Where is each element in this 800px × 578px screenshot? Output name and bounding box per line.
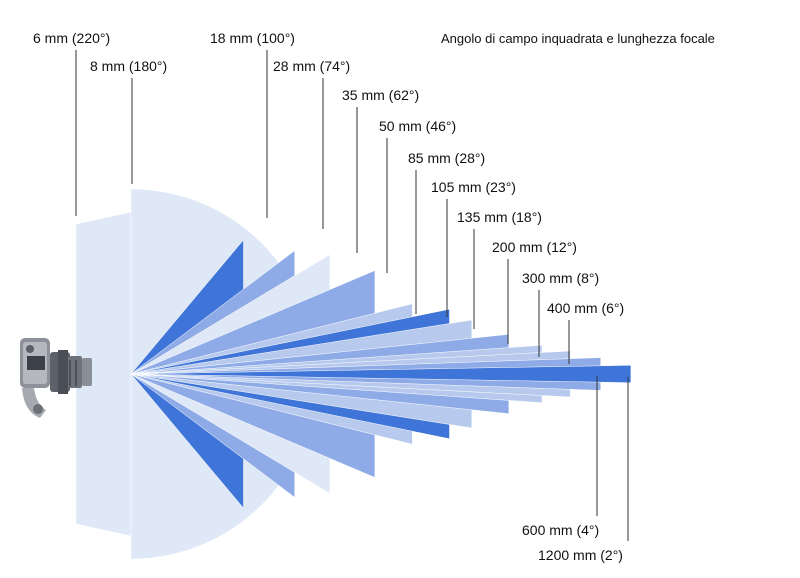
- sector-1200mm: [130, 365, 632, 383]
- lens-label-600mm: 600 mm (4°): [522, 522, 600, 538]
- lens-label-1200mm: 1200 mm (2°): [538, 547, 623, 563]
- lens-label-6mm: 6 mm (220°): [33, 30, 111, 46]
- lens-label-28mm: 28 mm (74°): [273, 58, 351, 74]
- lens-label-135mm: 135 mm (18°): [457, 209, 542, 225]
- lens-label-85mm: 85 mm (28°): [408, 150, 486, 166]
- lens-label-400mm: 400 mm (6°): [547, 300, 625, 316]
- sector-group: [75, 188, 632, 560]
- lens-label-35mm: 35 mm (62°): [342, 87, 420, 103]
- camera-icon: [20, 338, 92, 418]
- lens-label-50mm: 50 mm (46°): [379, 118, 457, 134]
- lens-label-8mm: 8 mm (180°): [90, 58, 168, 74]
- leader-line-group: [75, 50, 629, 541]
- lens-label-18mm: 18 mm (100°): [210, 30, 295, 46]
- page-title: Angolo di campo inquadrata e lunghezza f…: [441, 31, 715, 46]
- lens-label-105mm: 105 mm (23°): [431, 179, 516, 195]
- lens-label-200mm: 200 mm (12°): [492, 239, 577, 255]
- lens-label-300mm: 300 mm (8°): [522, 270, 600, 286]
